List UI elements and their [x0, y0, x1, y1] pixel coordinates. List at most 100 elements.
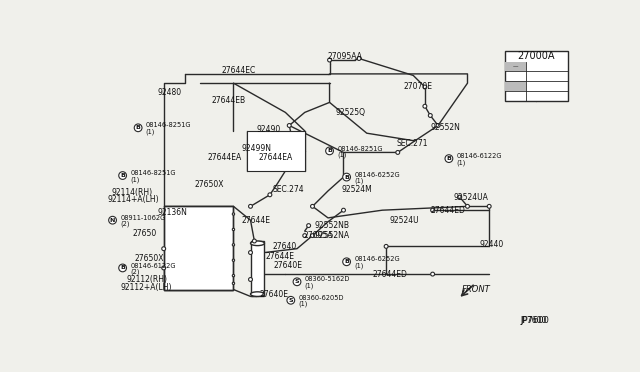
Text: 08360-5162D: 08360-5162D — [305, 276, 350, 282]
Text: 92114(RH): 92114(RH) — [111, 188, 152, 197]
Bar — [164, 206, 234, 289]
Circle shape — [310, 234, 314, 238]
Circle shape — [303, 234, 307, 238]
Circle shape — [119, 172, 127, 179]
Text: SEC.274: SEC.274 — [273, 185, 305, 194]
Text: 92112+A(LH): 92112+A(LH) — [120, 283, 172, 292]
Bar — [164, 206, 234, 289]
Text: 92552NA: 92552NA — [315, 231, 350, 240]
Text: 08146-6122G: 08146-6122G — [457, 153, 502, 159]
Text: 92525Q: 92525Q — [336, 108, 365, 117]
Circle shape — [268, 193, 272, 197]
Circle shape — [119, 264, 127, 272]
Bar — [505, 51, 568, 101]
Circle shape — [248, 278, 252, 281]
Text: JP7600: JP7600 — [520, 316, 549, 325]
Text: (1): (1) — [355, 262, 364, 269]
Text: —: — — [513, 64, 518, 69]
Circle shape — [293, 278, 301, 286]
Circle shape — [465, 205, 469, 208]
Text: 27000A: 27000A — [518, 51, 556, 61]
Text: 27644EB: 27644EB — [212, 96, 246, 105]
Text: 27650: 27650 — [132, 229, 157, 238]
Bar — [505, 81, 526, 91]
Text: FRONT: FRONT — [461, 285, 490, 294]
Bar — [505, 62, 526, 71]
Circle shape — [431, 208, 435, 212]
Circle shape — [396, 151, 400, 154]
Text: 27640: 27640 — [272, 242, 296, 251]
Text: 92499N: 92499N — [241, 144, 271, 153]
Text: 27640E: 27640E — [260, 291, 289, 299]
Circle shape — [328, 58, 332, 62]
Circle shape — [232, 213, 235, 215]
Circle shape — [487, 205, 491, 208]
Text: 92524UA: 92524UA — [454, 193, 488, 202]
Circle shape — [307, 224, 310, 228]
Text: 08146-6252G: 08146-6252G — [355, 172, 400, 178]
Circle shape — [162, 266, 166, 270]
Circle shape — [232, 275, 235, 277]
Text: 27070E: 27070E — [404, 83, 433, 92]
Circle shape — [162, 247, 166, 251]
Text: 27644EC: 27644EC — [222, 65, 256, 74]
Text: 08911-1062G: 08911-1062G — [120, 215, 166, 221]
Text: B: B — [344, 259, 349, 264]
Text: (2): (2) — [131, 269, 140, 275]
Text: 92136N: 92136N — [157, 208, 188, 217]
Text: 27644EA: 27644EA — [208, 153, 242, 162]
Text: B: B — [120, 173, 125, 178]
Circle shape — [343, 173, 351, 181]
Text: B: B — [120, 266, 125, 270]
Circle shape — [248, 205, 252, 208]
Text: 08360-6205D: 08360-6205D — [298, 295, 344, 301]
Circle shape — [232, 244, 235, 246]
Bar — [246, 131, 305, 171]
Text: 08146-6252G: 08146-6252G — [355, 256, 400, 263]
Text: (2): (2) — [120, 221, 130, 227]
Text: (1): (1) — [337, 151, 347, 158]
Text: 08146-8251G: 08146-8251G — [337, 145, 383, 151]
Text: 27095A: 27095A — [303, 231, 333, 240]
Text: 27095AA: 27095AA — [328, 52, 363, 61]
Text: B: B — [447, 156, 451, 161]
Text: (1): (1) — [457, 159, 466, 166]
Circle shape — [134, 124, 142, 132]
Text: 27644E: 27644E — [266, 252, 295, 261]
Circle shape — [109, 217, 116, 224]
Text: (1): (1) — [298, 301, 308, 307]
Text: (1): (1) — [305, 282, 314, 289]
Bar — [164, 206, 234, 289]
Text: 92490: 92490 — [257, 125, 281, 134]
Circle shape — [287, 296, 294, 304]
Circle shape — [310, 205, 314, 208]
Text: 08146-8251G: 08146-8251G — [131, 170, 176, 176]
Circle shape — [357, 57, 361, 60]
Circle shape — [232, 282, 235, 285]
Text: 92112(RH): 92112(RH) — [127, 275, 168, 284]
Bar — [250, 241, 264, 296]
Text: B: B — [327, 148, 332, 153]
Text: 27640E: 27640E — [274, 261, 303, 270]
Text: 27650X: 27650X — [134, 254, 164, 263]
Text: S: S — [289, 298, 293, 303]
Text: 08146-6122G: 08146-6122G — [131, 263, 176, 269]
Text: 27644E: 27644E — [241, 216, 270, 225]
Text: SEC.271: SEC.271 — [396, 139, 428, 148]
Text: 92524U: 92524U — [390, 216, 420, 225]
Text: (1): (1) — [146, 128, 156, 135]
Text: (1): (1) — [131, 176, 140, 183]
Text: (1): (1) — [355, 178, 364, 184]
Circle shape — [423, 104, 427, 108]
Text: N: N — [110, 218, 115, 223]
Text: 92524M: 92524M — [342, 185, 372, 194]
Text: JP7600: JP7600 — [520, 316, 547, 325]
Text: 27650X: 27650X — [195, 180, 224, 189]
Circle shape — [342, 208, 346, 212]
Circle shape — [384, 244, 388, 248]
Circle shape — [287, 124, 291, 128]
Circle shape — [343, 258, 351, 266]
Ellipse shape — [250, 241, 264, 246]
Text: 27644ED: 27644ED — [430, 206, 465, 215]
Circle shape — [232, 228, 235, 231]
